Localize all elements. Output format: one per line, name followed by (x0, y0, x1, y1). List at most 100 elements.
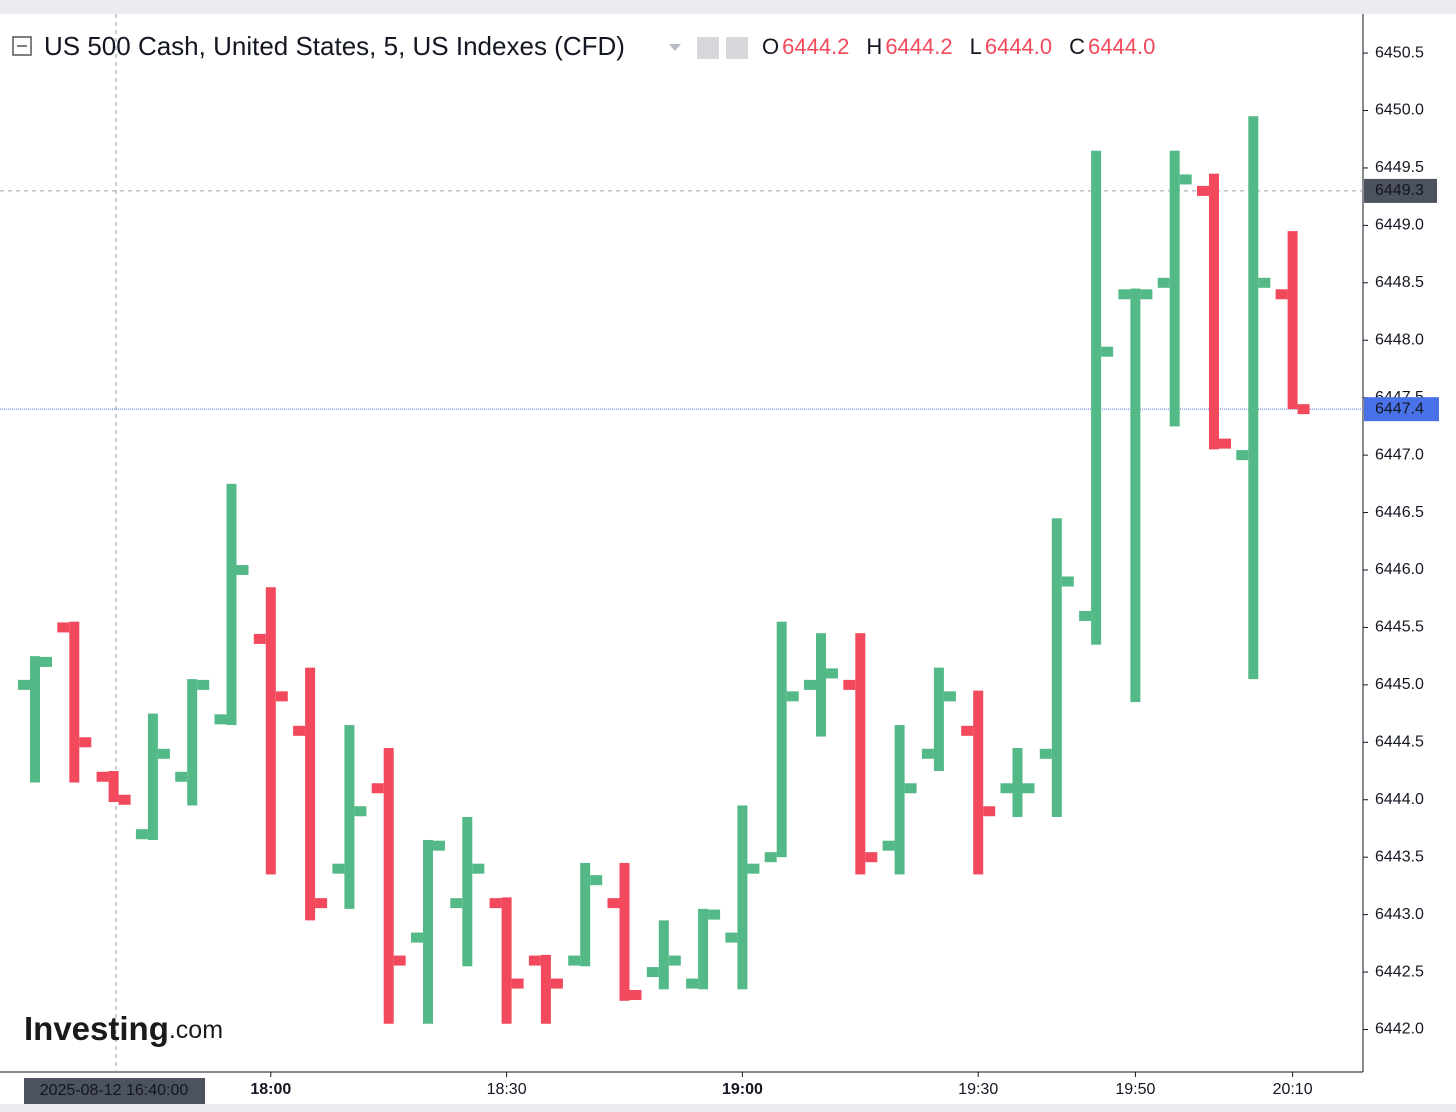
ohlc-stem (423, 839, 433, 1024)
ohlc-close-tick (1022, 783, 1035, 794)
collapse-button[interactable] (12, 36, 32, 56)
ohlc-open-tick (882, 840, 895, 851)
legend-key: L (970, 34, 982, 59)
ohlc-close-tick (904, 783, 917, 794)
ohlc-open-tick (1079, 610, 1092, 621)
ohlc-close-tick (1179, 174, 1192, 185)
ohlc-stem (658, 920, 669, 990)
ohlc-stem (1130, 288, 1141, 703)
x-tick-label: 19:00 (722, 1081, 763, 1098)
ohlc-open-tick (1039, 748, 1052, 759)
ohlc-stem (776, 621, 787, 858)
ohlc-open-tick (1118, 289, 1131, 300)
ohlc-close-tick (40, 656, 52, 667)
ohlc-stem (580, 862, 591, 967)
ohlc-stem (619, 862, 630, 1001)
crosshair-time-box (24, 1078, 205, 1104)
ohlc-stem (973, 690, 984, 875)
ohlc-open-tick (921, 748, 934, 759)
y-tick-label: 6448.0 (1375, 331, 1424, 348)
ohlc-open-tick (1236, 450, 1249, 461)
ohlc-close-tick (1061, 576, 1074, 587)
ohlc-close-tick (79, 737, 92, 748)
ohlc-open-tick (57, 622, 70, 633)
y-tick-label: 6447.0 (1375, 446, 1424, 463)
legend-value: 6444.0 (985, 34, 1052, 59)
settings-icon[interactable] (726, 37, 748, 59)
y-tick-label: 6442.5 (1375, 963, 1424, 980)
ohlc-open-tick (686, 978, 699, 989)
ohlc-close-tick (1258, 277, 1271, 288)
ohlc-close-tick (157, 748, 170, 759)
ohlc-stem (1012, 748, 1023, 817)
ohlc-stem (108, 771, 119, 803)
ohlc-stem (147, 713, 158, 840)
ohlc-stem (265, 587, 276, 875)
ohlc-stem (501, 897, 512, 1024)
ohlc-open-tick (961, 725, 974, 736)
last-price-label: 6447.4 (1375, 400, 1424, 417)
ohlc-close-tick (983, 806, 996, 817)
ohlc-stem (1209, 173, 1219, 450)
chart-title: US 500 Cash, United States, 5, US Indexe… (44, 31, 625, 61)
ohlc-open-tick (253, 633, 266, 644)
ohlc-stem (1169, 150, 1180, 427)
ohlc-close-tick (550, 978, 563, 989)
ohlc-open-tick (411, 932, 423, 943)
top-strip (0, 0, 1456, 14)
ohlc-close-tick (197, 679, 210, 690)
y-tick-label: 6448.5 (1375, 274, 1424, 291)
crosshair-price-box (1364, 178, 1437, 203)
ohlc-open-tick (646, 967, 659, 978)
y-tick-label: 6446.5 (1375, 504, 1424, 521)
ohlc-legend: O 6444.2 H 6444.2 L 6444.0 C 6444.0 (762, 34, 1155, 59)
ohlc-close-tick (747, 863, 760, 874)
y-tick-label: 6443.5 (1375, 848, 1424, 865)
legend-value: 6444.0 (1088, 34, 1155, 59)
visibility-icon[interactable] (697, 37, 719, 59)
dropdown-arrow[interactable] (669, 44, 681, 51)
y-tick-label: 6442.0 (1375, 1021, 1424, 1038)
logo-suffix: .com (169, 1016, 223, 1044)
legend-key: O (762, 34, 779, 59)
ohlc-close-tick (865, 852, 878, 863)
y-tick-label: 6443.0 (1375, 906, 1424, 923)
y-tick-label: 6444.0 (1375, 791, 1424, 808)
ohlc-open-tick (764, 852, 777, 863)
ohlc-stem (30, 656, 40, 783)
ohlc-close-tick (786, 691, 799, 702)
ohlc-open-tick (135, 829, 148, 840)
crosshair-time-label: 2025-08-12 16:40:00 (40, 1082, 189, 1099)
x-tick-label: 18:00 (250, 1081, 291, 1098)
x-tick-label: 19:30 (958, 1081, 998, 1098)
ohlc-stem (933, 667, 944, 772)
ohlc-close-tick (275, 691, 288, 702)
logo: Investing.com (24, 1010, 223, 1047)
ohlc-open-tick (607, 898, 620, 909)
y-tick-label: 6446.0 (1375, 561, 1424, 578)
bottom-strip (0, 1104, 1456, 1112)
ohlc-stem (462, 816, 473, 967)
ohlc-close-tick (668, 955, 681, 966)
ohlc-close-tick (826, 668, 838, 679)
ohlc-close-tick (433, 840, 445, 851)
ohlc-open-tick (371, 783, 384, 794)
ohlc-close-tick (236, 564, 249, 575)
ohlc-open-tick (843, 679, 856, 690)
ohlc-close-tick (315, 898, 328, 909)
ohlc-stem (383, 748, 394, 1024)
ohlc-close-tick (393, 955, 406, 966)
ohlc-stem (187, 679, 198, 806)
ohlc-stem (855, 633, 866, 875)
ohlc-open-tick (332, 863, 345, 874)
y-tick-label: 6450.5 (1375, 44, 1424, 61)
ohlc-close-tick (708, 909, 721, 920)
last-price-box (1364, 397, 1439, 422)
ohlc-open-tick (568, 955, 581, 966)
ohlc-open-tick (1275, 289, 1288, 300)
ohlc-close-tick (590, 875, 603, 886)
ohlc-stem (1248, 116, 1259, 680)
ohlc-open-tick (214, 714, 227, 725)
ohlc-stem (698, 908, 709, 990)
